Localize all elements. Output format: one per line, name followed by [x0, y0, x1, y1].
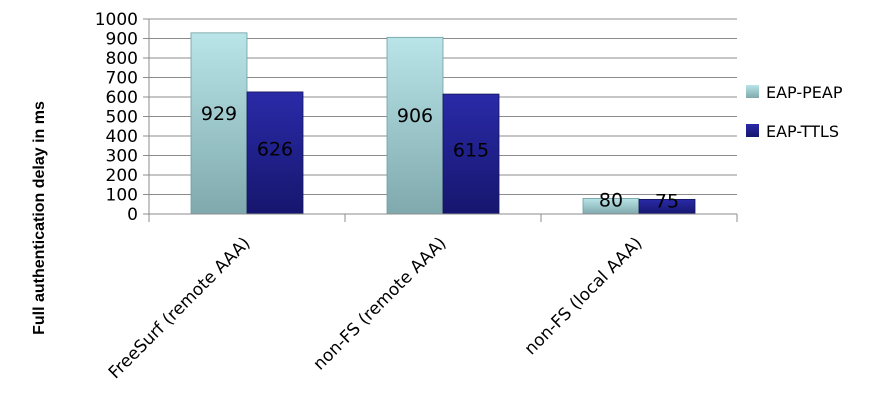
bar-eap-peap	[386, 36, 444, 215]
y-tick-label: 400	[106, 127, 138, 147]
y-tick-label: 700	[106, 69, 138, 89]
data-label-eap-peap: 906	[397, 105, 433, 127]
bar-eap-ttls	[442, 93, 500, 215]
bar-eap-ttls	[246, 91, 304, 215]
y-tick-label: 900	[106, 30, 138, 50]
legend: EAP-PEAP EAP-TTLS	[746, 83, 843, 141]
data-label-eap-ttls: 75	[655, 190, 679, 212]
y-tick-label: 0	[127, 205, 138, 225]
y-tick-label: 100	[106, 186, 138, 206]
legend-label-eap-peap: EAP-PEAP	[766, 83, 843, 102]
legend-swatch-eap-peap	[746, 85, 759, 98]
data-label-eap-ttls: 626	[257, 138, 293, 160]
legend-swatch-eap-ttls	[746, 124, 759, 137]
y-tick-label: 800	[106, 49, 138, 69]
y-tick-label: 300	[106, 147, 138, 167]
data-label-eap-ttls: 615	[453, 139, 489, 161]
y-tick-label: 600	[106, 88, 138, 108]
legend-label-eap-ttls: EAP-TTLS	[766, 122, 839, 141]
x-tick-label: non-FS (remote AAA)	[310, 233, 451, 374]
data-label-eap-peap: 80	[599, 189, 623, 211]
data-label-eap-peap: 929	[201, 103, 237, 125]
y-tick-label: 200	[106, 166, 138, 186]
y-axis-label: Full authentication delay in ms	[31, 101, 48, 335]
x-tick-label: FreeSurf (remote AAA)	[105, 233, 255, 383]
x-tick-label: non-FS (local AAA)	[521, 233, 647, 359]
y-tick-label: 1000	[95, 10, 138, 30]
bar-eap-peap	[190, 32, 248, 215]
y-tick-label: 500	[106, 108, 138, 128]
